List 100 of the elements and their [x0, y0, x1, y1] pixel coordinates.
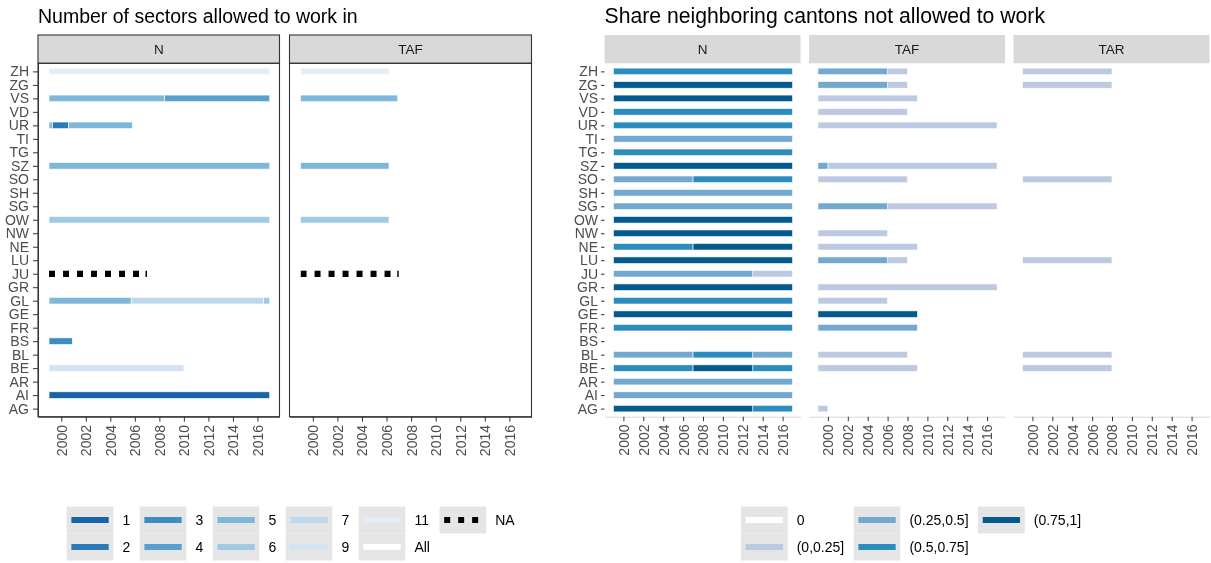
x-tick-label: 2006	[1084, 424, 1101, 456]
x-tick-label: 2006	[127, 424, 144, 457]
bar	[613, 229, 793, 237]
chart-subtitle: TAF	[894, 41, 920, 57]
legend-label: All	[414, 538, 430, 555]
x-tick-label: 2002	[78, 424, 95, 457]
legend-label: (0,0.25]	[796, 538, 845, 555]
bar	[817, 351, 908, 359]
bar	[817, 324, 918, 332]
x-tick-label: 2000	[615, 424, 632, 456]
bar	[613, 256, 793, 264]
x-tick-label: 2000	[53, 424, 70, 457]
bar	[613, 108, 793, 116]
chart-title: Share neighboring cantons not allowed to work	[604, 4, 1046, 28]
x-tick-label: 2006	[880, 424, 896, 456]
bar	[817, 405, 829, 413]
x-tick-label: 2004	[1064, 424, 1081, 456]
x-tick-label: 2004	[354, 424, 371, 457]
chart-subtitle: TAR	[1098, 41, 1125, 57]
x-tick-label: 2010	[428, 424, 445, 457]
legend-label: 3	[195, 511, 204, 528]
bar	[613, 297, 793, 305]
legend-label: 7	[341, 511, 350, 528]
bar	[613, 135, 793, 143]
chart-subtitle: TAF	[398, 41, 423, 57]
x-tick-label: 2010	[919, 424, 936, 456]
x-tick-label: 2012	[200, 424, 217, 457]
bar	[48, 162, 270, 170]
x-tick-label: 2000	[305, 424, 322, 457]
x-tick-label: 2012	[939, 424, 956, 456]
bar	[817, 310, 918, 318]
x-tick-label: 2012	[1144, 424, 1161, 456]
legend-label: 1	[122, 511, 131, 528]
bar	[48, 216, 270, 224]
bar	[613, 81, 793, 89]
bar	[817, 229, 888, 237]
legend-label: 2	[122, 538, 131, 555]
bar	[613, 310, 793, 318]
x-tick-label: 2014	[225, 424, 242, 457]
x-tick-label: 2008	[151, 424, 168, 457]
x-tick-label: 2006	[675, 424, 692, 456]
bar	[48, 67, 270, 75]
x-tick-label: 2008	[403, 424, 420, 457]
x-tick-label: 2002	[329, 424, 346, 457]
bar	[817, 364, 918, 372]
legend-label: 6	[268, 538, 277, 555]
x-tick-label: 2010	[1124, 424, 1141, 456]
bar	[613, 283, 793, 291]
x-tick-label: 2016	[249, 424, 266, 457]
legend-label: 5	[268, 511, 277, 528]
legend-label: 0	[796, 511, 805, 528]
x-tick-label: 2004	[102, 424, 119, 457]
legend-label: (0.5,0.75]	[909, 538, 969, 555]
chart-subtitle: N	[153, 41, 164, 57]
bar	[817, 243, 918, 251]
x-tick-label: 2014	[959, 424, 976, 456]
x-tick-label: 2012	[735, 424, 752, 456]
bar	[613, 67, 793, 75]
bar	[817, 94, 918, 102]
x-tick-label: 2008	[899, 424, 916, 456]
x-tick-label: 2016	[501, 424, 518, 457]
x-tick-label: 2008	[1104, 424, 1121, 456]
bar	[48, 391, 270, 399]
x-tick-label: 2016	[979, 424, 996, 456]
chart-subtitle: N	[697, 41, 708, 57]
x-tick-label: 2000	[820, 424, 837, 456]
x-tick-label: 2010	[176, 424, 193, 457]
bar	[613, 391, 793, 399]
legend-label: (0.75,1]	[1033, 511, 1082, 528]
bar	[817, 121, 998, 129]
x-tick-label: 2002	[635, 424, 652, 456]
bar	[613, 121, 793, 129]
x-tick-label: 2006	[378, 424, 395, 457]
x-tick-label: 2004	[860, 424, 877, 456]
bar	[817, 297, 888, 305]
bar	[613, 189, 793, 197]
x-tick-label: 2012	[452, 424, 469, 457]
x-tick-label: 2004	[655, 424, 672, 456]
legend-label: 9	[341, 538, 350, 555]
bar	[817, 283, 998, 291]
x-tick-label: 2002	[1044, 424, 1061, 456]
x-tick-label: 2010	[715, 424, 732, 456]
bar	[613, 94, 793, 102]
legend-label: 4	[195, 538, 204, 555]
bar	[613, 216, 793, 224]
x-tick-label: 2016	[1183, 424, 1200, 456]
bar	[48, 364, 185, 372]
legend-label: 11	[414, 511, 430, 528]
x-tick-label: 2014	[755, 424, 772, 456]
x-tick-label: 2016	[774, 424, 791, 456]
bar	[817, 108, 908, 116]
legend-label: (0.25,0.5]	[909, 511, 969, 528]
bar	[48, 337, 73, 345]
x-tick-label: 2014	[477, 424, 494, 457]
bar	[613, 148, 793, 156]
bar	[613, 324, 793, 332]
legend-label: NA	[495, 511, 516, 528]
bar	[613, 202, 793, 210]
x-tick-label: 2014	[1164, 424, 1181, 456]
x-tick-label: 2008	[695, 424, 712, 456]
